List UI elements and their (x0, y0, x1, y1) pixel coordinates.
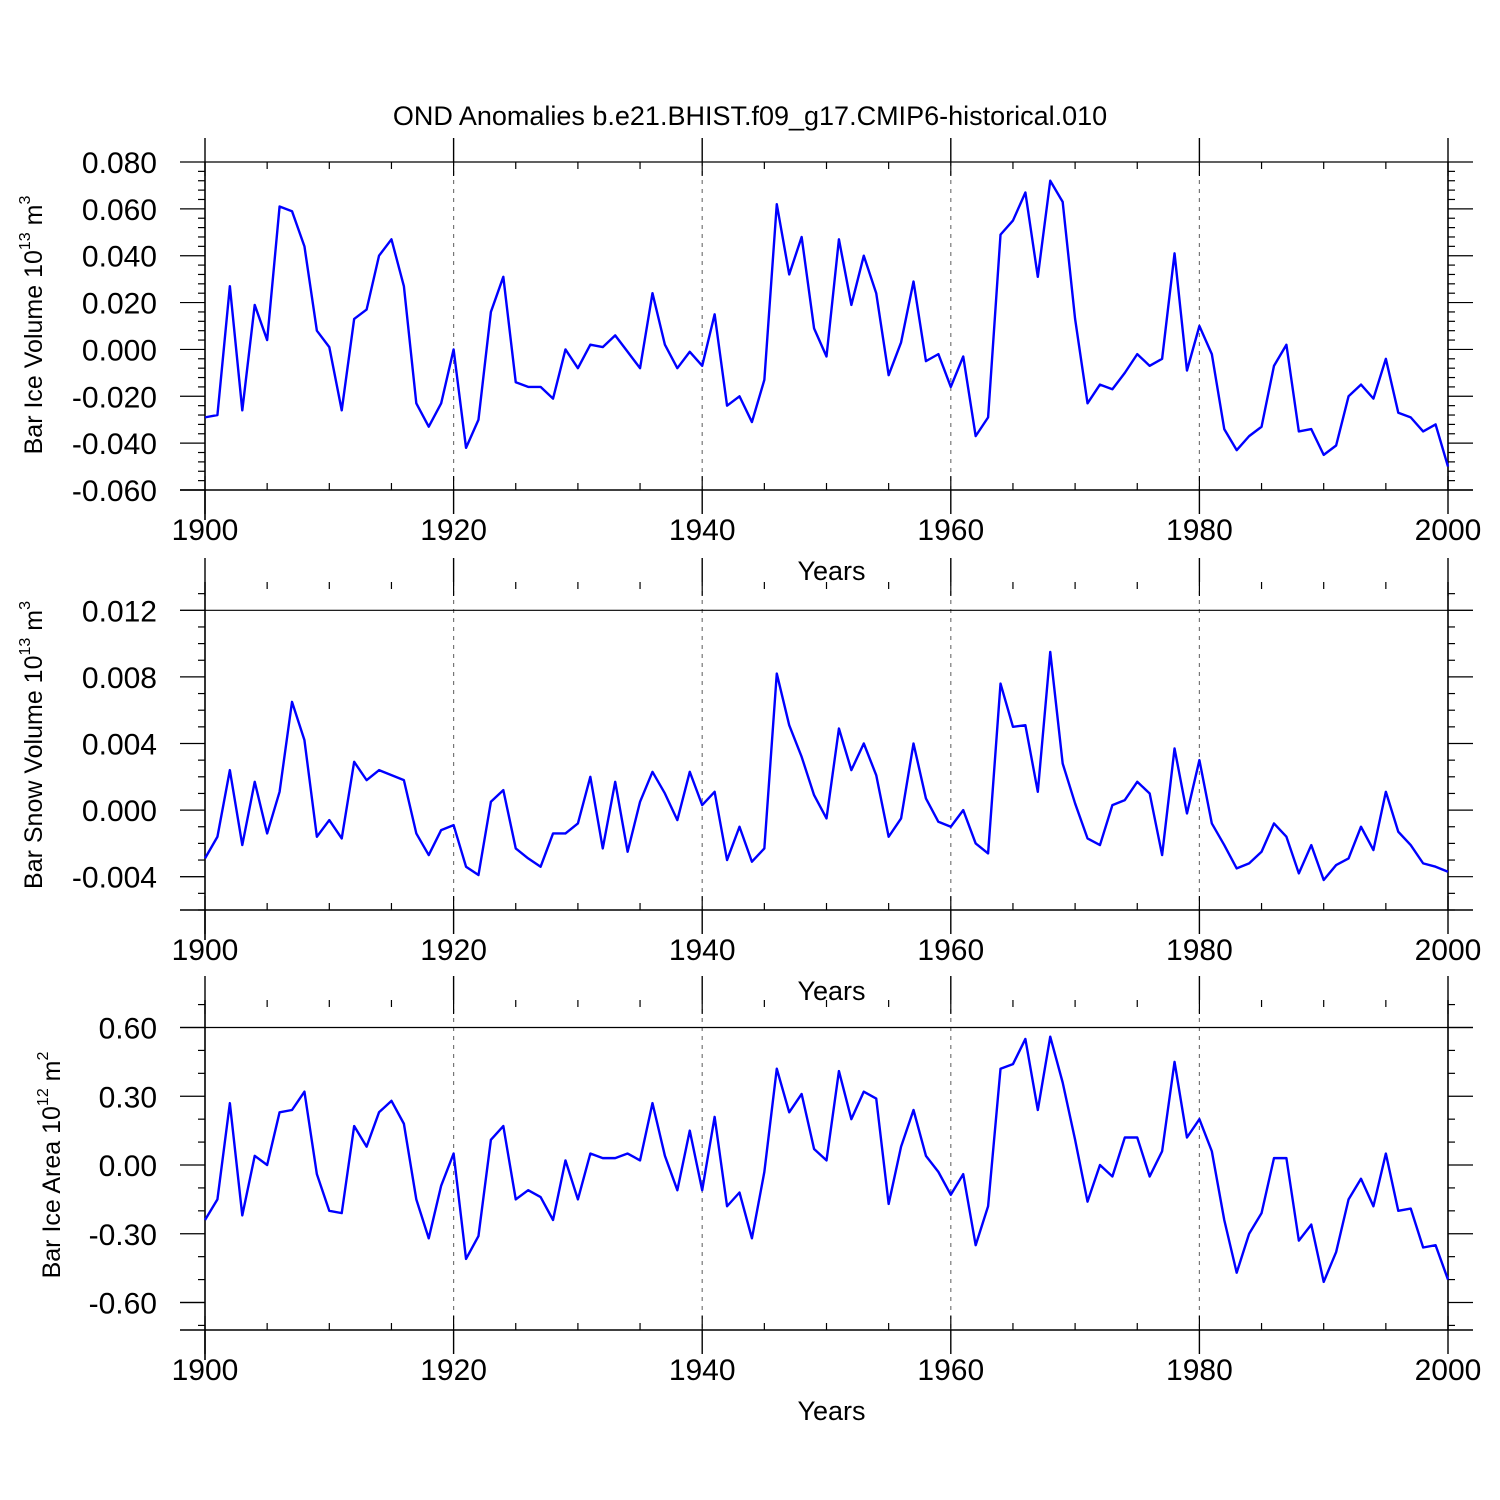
y-tick-label: 0.00 (99, 1150, 157, 1183)
y-tick-label: 0.080 (82, 147, 157, 180)
y-tick-label: 0.060 (82, 194, 157, 227)
x-axis-title: Years (797, 976, 865, 1006)
y-tick-label: 0.012 (82, 595, 157, 628)
x-tick-label: 2000 (1415, 514, 1482, 547)
x-tick-label: 1900 (172, 934, 239, 967)
figure-title: OND Anomalies b.e21.BHIST.f09_g17.CMIP6-… (393, 101, 1107, 131)
x-tick-label: 1900 (172, 514, 239, 547)
x-tick-label: 1960 (917, 1354, 984, 1387)
y-axis-title-exponent: 13 (17, 232, 34, 250)
x-tick-label: 1920 (420, 934, 487, 967)
x-tick-label: 2000 (1415, 1354, 1482, 1387)
x-tick-label: 1900 (172, 1354, 239, 1387)
x-tick-label: 1940 (669, 514, 736, 547)
x-tick-label: 1920 (420, 1354, 487, 1387)
y-axis-title-main: Bar Snow Volume 10 (20, 656, 48, 889)
y-tick-label: 0.30 (99, 1081, 157, 1114)
y-tick-label: 0.60 (99, 1013, 157, 1046)
y-tick-label: 0.004 (82, 729, 157, 762)
x-tick-label: 1920 (420, 514, 487, 547)
x-tick-label: 2000 (1415, 934, 1482, 967)
x-tick-label: 1940 (669, 934, 736, 967)
x-tick-label: 1960 (917, 514, 984, 547)
y-axis-title-main: Bar Ice Area 10 (38, 1106, 66, 1278)
panel-ice-volume: -0.060 -0.040 -0.020 0.000 0.020 0.040 0.060 0.… (17, 138, 1481, 586)
y-tick-label: -0.30 (89, 1219, 157, 1252)
y-tick-label: -0.60 (89, 1288, 157, 1321)
y-axis-title-unit-exponent: 3 (17, 196, 34, 205)
x-axis-title: Years (797, 1396, 865, 1426)
y-axis-title-unit-exponent: 3 (17, 601, 34, 610)
y-axis-title-unit-exponent: 2 (35, 1052, 52, 1061)
y-axis-title-unit: m (20, 205, 48, 233)
y-tick-label: -0.004 (72, 862, 157, 895)
y-axis-title: Bar Snow Volume 1013 m3 (17, 601, 48, 889)
y-axis-title-unit: m (20, 610, 48, 638)
y-tick-label: 0.040 (82, 241, 157, 274)
y-axis-title-exponent: 12 (35, 1088, 52, 1106)
y-tick-label: 0.020 (82, 288, 157, 321)
x-tick-label: 1980 (1166, 934, 1233, 967)
panel-ice-area: -0.60 -0.30 0.00 0.30 0.60 1900 1920 1940 1960 19… (35, 976, 1481, 1426)
y-axis-title-main: Bar Ice Volume 10 (20, 250, 48, 454)
y-axis-title: Bar Ice Volume 1013 m3 (17, 196, 48, 455)
y-tick-label: -0.060 (72, 475, 157, 508)
x-axis-title: Years (797, 556, 865, 586)
x-tick-label: 1960 (917, 934, 984, 967)
y-tick-label: 0.008 (82, 662, 157, 695)
y-tick-label: 0.000 (82, 795, 157, 828)
y-tick-label: 0.000 (82, 334, 157, 367)
panel-snow-volume: -0.004 0.000 0.004 0.008 0.012 1900 1920 1940 19… (17, 558, 1481, 1006)
y-axis-title-unit: m (38, 1061, 66, 1089)
x-tick-label: 1940 (669, 1354, 736, 1387)
x-tick-label: 1980 (1166, 1354, 1233, 1387)
x-tick-label: 1980 (1166, 514, 1233, 547)
y-axis-title: Bar Ice Area 1012 m2 (35, 1052, 66, 1279)
y-tick-label: -0.040 (72, 428, 157, 461)
y-axis-title-exponent: 13 (17, 638, 34, 656)
y-tick-label: -0.020 (72, 381, 157, 414)
